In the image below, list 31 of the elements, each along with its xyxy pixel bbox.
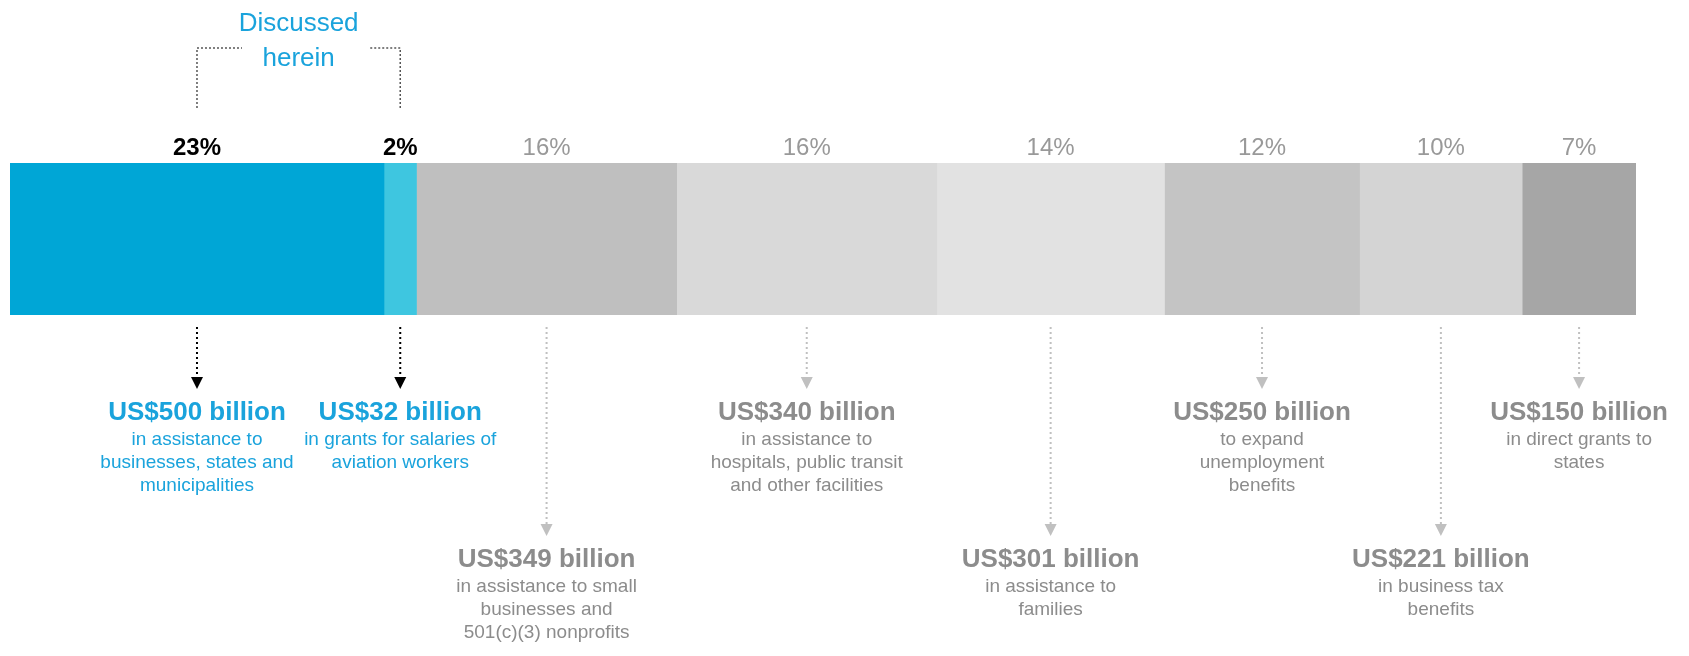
bar <box>1164 163 1360 315</box>
bar <box>416 163 677 315</box>
text: Discussed herein <box>238 7 359 73</box>
text: to expand unemployment benefits <box>1199 428 1326 496</box>
data-label: 12% <box>1238 132 1287 160</box>
text: US$150 billion <box>1490 396 1668 427</box>
data-label: 14% <box>1026 132 1075 160</box>
text: US$250 billion <box>1173 396 1351 427</box>
text: in assistance to businesses, states and municipalities <box>100 428 294 496</box>
text: in assistance to small businesses and 501(c)(3) nonprofits <box>456 575 637 643</box>
text: in assistance to families <box>985 575 1117 620</box>
data-label: 10% <box>1416 132 1465 160</box>
data-label: 23% <box>172 132 222 160</box>
bar <box>383 163 417 315</box>
data-label: 16% <box>522 132 571 160</box>
bar <box>10 163 385 315</box>
data-label: 16% <box>782 132 831 160</box>
data-label: 2% <box>382 132 418 160</box>
text: in assistance to hospitals, public transit and other facilities <box>710 428 904 496</box>
text: in business tax benefits <box>1378 575 1505 620</box>
text: US$301 billion <box>961 543 1140 574</box>
text: in grants for salaries of aviation workers <box>304 428 498 473</box>
text: US$349 billion <box>457 543 636 574</box>
bar <box>1359 163 1523 315</box>
text: US$221 billion <box>1352 543 1530 574</box>
text: US$32 billion <box>318 396 482 427</box>
text: US$340 billion <box>717 396 896 427</box>
bar <box>1521 163 1636 315</box>
text: US$500 billion <box>108 396 286 427</box>
text: in direct grants to states <box>1506 428 1652 473</box>
data-label: 7% <box>1561 132 1597 160</box>
